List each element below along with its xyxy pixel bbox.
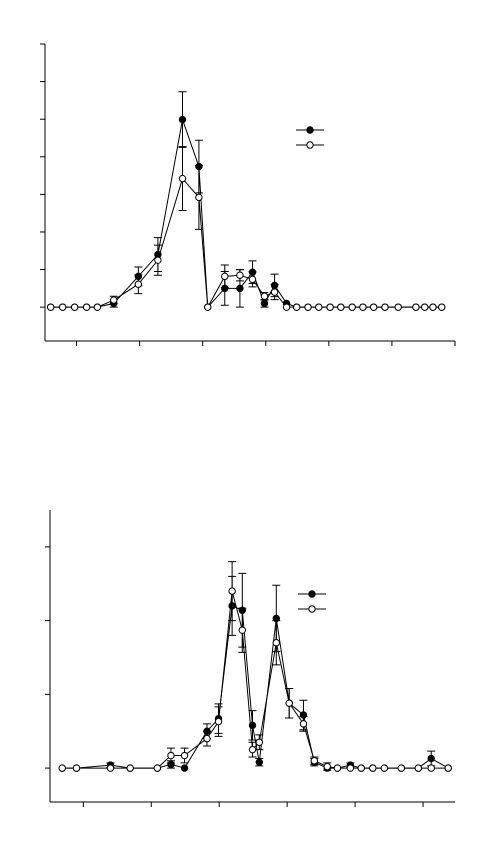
data-point (260, 292, 269, 300)
data-point (134, 280, 143, 288)
data-point (204, 303, 212, 311)
legend-marker (306, 141, 314, 149)
data-point (282, 303, 291, 311)
data-point (381, 303, 389, 311)
data-point (285, 699, 293, 707)
data-point (154, 256, 162, 264)
data-point (255, 738, 263, 746)
data-point (270, 288, 279, 296)
data-point (292, 303, 301, 311)
data-point (167, 751, 175, 760)
data-point (429, 303, 437, 311)
data-point (46, 303, 55, 311)
data-point (304, 303, 312, 311)
data-point (359, 303, 367, 311)
data-point (255, 758, 263, 766)
data-point (412, 303, 420, 311)
data-point (438, 303, 446, 311)
data-point (214, 717, 223, 726)
data-point (106, 764, 115, 772)
data-point (82, 303, 91, 311)
legend-marker (308, 605, 316, 613)
legend-marker (308, 590, 316, 598)
data-point (248, 275, 257, 284)
data-point (58, 764, 66, 772)
data-point (397, 764, 406, 772)
data-point (427, 764, 435, 772)
series-line (50, 177, 442, 309)
data-point (380, 764, 389, 772)
data-point (72, 764, 81, 772)
data-point (348, 303, 356, 311)
data-point (315, 303, 323, 311)
data-point (238, 626, 247, 634)
data-point (421, 303, 429, 311)
data-point (326, 303, 334, 311)
data-point (228, 587, 236, 595)
data-point (221, 272, 229, 281)
data-point (369, 303, 378, 311)
data-point (126, 764, 134, 772)
data-point (323, 762, 331, 771)
data-point (299, 720, 308, 728)
data-point (444, 764, 452, 772)
data-point (369, 764, 377, 772)
data-point (427, 754, 435, 763)
data-point (357, 764, 365, 772)
data-point (110, 296, 118, 304)
series-line (62, 605, 449, 769)
data-point (248, 721, 257, 730)
data-point (178, 115, 187, 124)
data-point (333, 764, 342, 772)
data-point (178, 174, 187, 183)
data-point (310, 757, 319, 765)
data-point (272, 639, 280, 647)
data-point (236, 284, 244, 293)
series-line (50, 117, 442, 309)
data-point (414, 764, 423, 772)
data-point (195, 193, 203, 202)
data-point (337, 303, 345, 311)
data-point (203, 734, 211, 743)
data-point (346, 764, 355, 772)
data-point (58, 303, 67, 311)
data-point (394, 303, 402, 311)
data-point (70, 303, 79, 311)
data-point (248, 745, 257, 754)
data-point (153, 764, 162, 772)
data-point (180, 764, 189, 772)
data-point (236, 271, 244, 279)
data-point (260, 299, 269, 308)
data-point (93, 303, 102, 311)
data-point (180, 751, 189, 760)
legend-marker (306, 126, 314, 134)
